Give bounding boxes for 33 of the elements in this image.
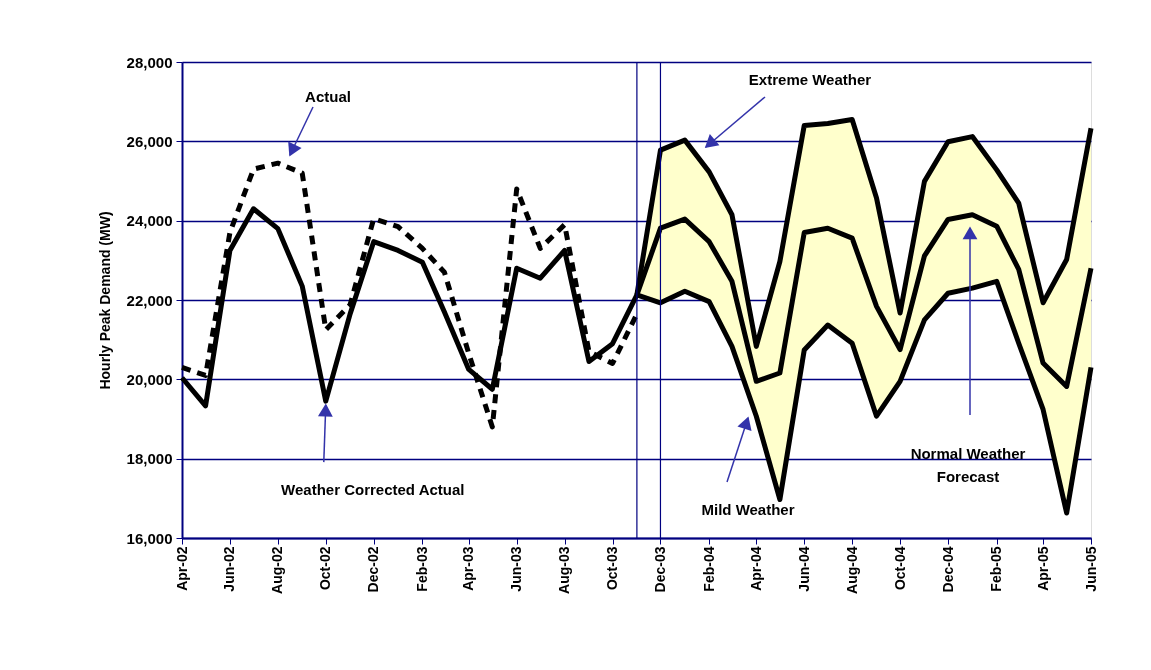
x-tick-label: Dec-04 xyxy=(939,546,956,593)
x-tick-label: Aug-03 xyxy=(556,546,573,594)
x-tick-label: Oct-04 xyxy=(891,546,908,591)
x-tick-label: Jun-03 xyxy=(508,546,525,592)
x-tick-label: Jun-05 xyxy=(1082,546,1099,592)
annotation: Actual xyxy=(305,88,351,105)
y-tick-label: 16,000 xyxy=(126,529,173,547)
x-tick-label: Aug-02 xyxy=(269,546,286,594)
y-tick-label: 18,000 xyxy=(126,450,173,468)
y-tick-label: 20,000 xyxy=(126,370,173,388)
x-tick-label: Oct-03 xyxy=(604,546,621,591)
x-tick-label: Apr-03 xyxy=(460,546,477,591)
y-tick-label: 28,000 xyxy=(126,53,173,71)
x-tick-label: Apr-05 xyxy=(1034,546,1051,591)
annotation: Extreme Weather xyxy=(748,71,872,88)
annotation: Mild Weather xyxy=(701,501,795,518)
y-tick-label: 24,000 xyxy=(126,212,173,230)
x-tick-label: Feb-04 xyxy=(700,546,717,592)
x-tick-label: Feb-03 xyxy=(413,546,430,592)
y-axis-title: Hourly Peak Demand (MW) xyxy=(96,211,113,390)
x-tick-label: Dec-02 xyxy=(365,546,382,593)
x-tick-label: Jun-02 xyxy=(221,546,238,592)
annotation: Normal Weather Forecast xyxy=(910,445,1026,485)
x-tick-label: Apr-02 xyxy=(173,546,190,591)
annotation: Weather Corrected Actual xyxy=(281,481,465,499)
x-tick-label: Aug-04 xyxy=(843,546,860,594)
y-tick-label: 26,000 xyxy=(126,132,173,150)
x-tick-label: Dec-03 xyxy=(651,546,668,593)
y-tick-label: 22,000 xyxy=(126,291,173,309)
x-tick-label: Apr-04 xyxy=(747,546,764,591)
x-tick-label: Oct-02 xyxy=(317,546,334,591)
x-tick-label: Jun-04 xyxy=(795,546,812,592)
x-tick-label: Feb-05 xyxy=(988,546,1005,592)
